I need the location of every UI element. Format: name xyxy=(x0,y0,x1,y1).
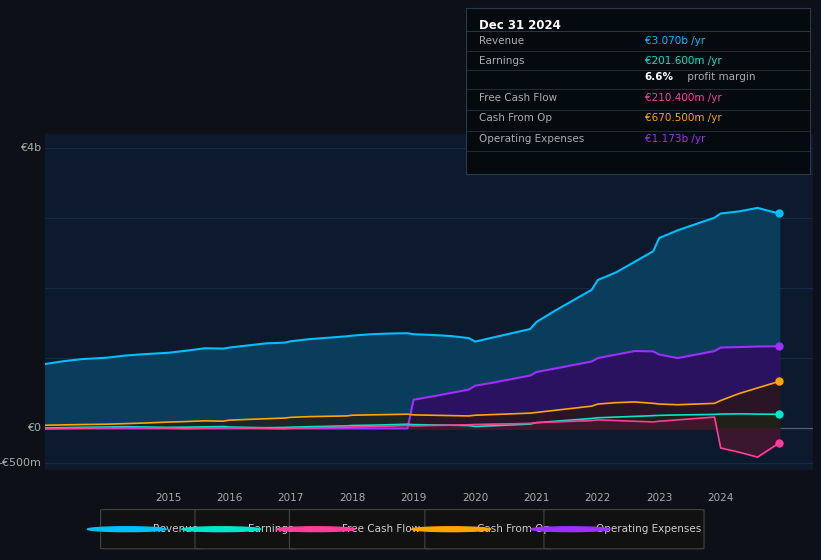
Text: Cash From Op: Cash From Op xyxy=(479,113,553,123)
Text: 2015: 2015 xyxy=(155,493,181,503)
Text: Dec 31 2024: Dec 31 2024 xyxy=(479,19,562,32)
Text: €201.600m /yr: €201.600m /yr xyxy=(644,56,722,66)
Text: 2017: 2017 xyxy=(277,493,304,503)
Text: 6.6%: 6.6% xyxy=(644,72,674,82)
Circle shape xyxy=(412,527,491,531)
Text: €4b: €4b xyxy=(20,143,41,153)
Text: profit margin: profit margin xyxy=(685,72,756,82)
Circle shape xyxy=(181,527,261,531)
Text: 2020: 2020 xyxy=(462,493,488,503)
FancyBboxPatch shape xyxy=(544,510,704,549)
Text: Earnings: Earnings xyxy=(479,56,525,66)
Text: Free Cash Flow: Free Cash Flow xyxy=(479,92,557,102)
Text: Free Cash Flow: Free Cash Flow xyxy=(342,524,420,534)
Text: 2022: 2022 xyxy=(585,493,611,503)
Circle shape xyxy=(276,527,355,531)
Text: 2018: 2018 xyxy=(339,493,365,503)
Text: €3.070b /yr: €3.070b /yr xyxy=(644,36,705,45)
Circle shape xyxy=(531,527,609,531)
FancyBboxPatch shape xyxy=(195,510,297,549)
Text: €0: €0 xyxy=(27,423,41,433)
Text: Revenue: Revenue xyxy=(479,36,525,45)
FancyBboxPatch shape xyxy=(289,510,433,549)
Text: 2021: 2021 xyxy=(523,493,549,503)
Circle shape xyxy=(87,527,166,531)
Text: €1.173b /yr: €1.173b /yr xyxy=(644,134,705,144)
FancyBboxPatch shape xyxy=(100,510,203,549)
Text: 2023: 2023 xyxy=(646,493,672,503)
Text: Earnings: Earnings xyxy=(248,524,293,534)
Text: 2024: 2024 xyxy=(708,493,734,503)
Text: Revenue: Revenue xyxy=(153,524,198,534)
Text: Operating Expenses: Operating Expenses xyxy=(479,134,585,144)
Text: Cash From Op: Cash From Op xyxy=(478,524,550,534)
Text: €210.400m /yr: €210.400m /yr xyxy=(644,92,722,102)
Text: €670.500m /yr: €670.500m /yr xyxy=(644,113,722,123)
Text: 2019: 2019 xyxy=(401,493,427,503)
Text: Operating Expenses: Operating Expenses xyxy=(597,524,702,534)
FancyBboxPatch shape xyxy=(425,510,552,549)
Text: -€500m: -€500m xyxy=(0,459,41,468)
Text: 2016: 2016 xyxy=(216,493,242,503)
